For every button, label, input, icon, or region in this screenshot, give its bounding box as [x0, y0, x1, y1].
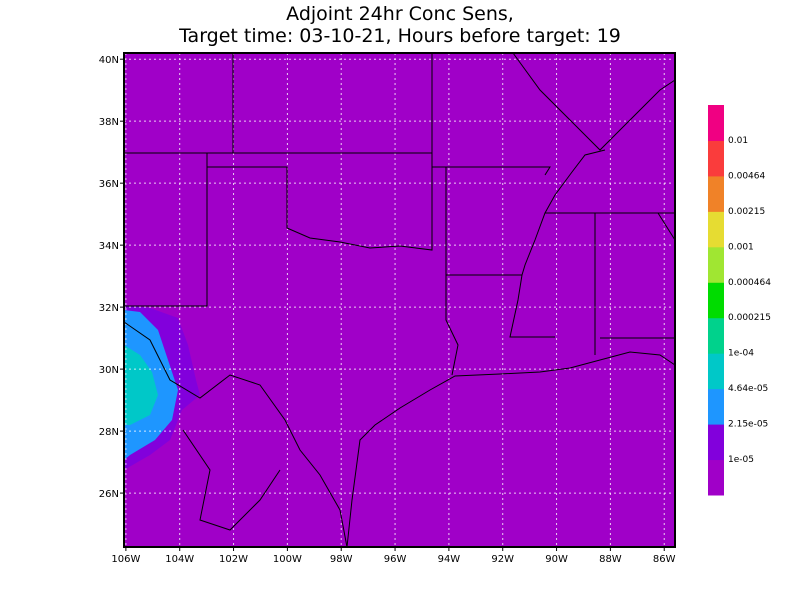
colorbar-swatch [708, 317, 724, 354]
x-tick-label: 106W [111, 554, 140, 565]
map-background [124, 53, 675, 547]
grid [124, 53, 675, 547]
colorbar-swatch [708, 282, 724, 319]
colorbar-label: 0.01 [728, 136, 748, 146]
colorbar-swatch [708, 388, 724, 425]
colorbar-label: 0.000215 [728, 313, 771, 323]
colorbar-swatch [708, 175, 724, 212]
colorbar-swatch [708, 211, 724, 248]
colorbar-swatch [708, 105, 724, 141]
x-tick-label: 88W [599, 554, 622, 565]
colorbar-swatch [708, 424, 724, 461]
colorbar-label: 2.15e-05 [728, 420, 768, 430]
y-tick-label: 26N [99, 489, 119, 500]
sensitivity-field [124, 305, 200, 470]
colorbar: 1e-05 2.15e-05 4.64e-05 1e-04 0.000215 0.0004… [708, 105, 771, 496]
x-tick-label: 90W [545, 554, 568, 565]
y-tick-label: 32N [99, 303, 119, 314]
chart-title: Adjoint 24hr Conc Sens, [286, 3, 514, 25]
colorbar-swatch [708, 353, 724, 390]
colorbar-label: 0.00215 [728, 207, 765, 217]
y-tick-label: 30N [99, 365, 119, 376]
colorbar-label: 1e-05 [728, 455, 754, 465]
x-tick-label: 100W [273, 554, 302, 565]
colorbar-label: 1e-04 [728, 349, 754, 359]
y-tick-label: 38N [99, 117, 119, 128]
x-tick-label: 96W [384, 554, 407, 565]
y-tick-label: 28N [99, 427, 119, 438]
political-borders [123, 52, 676, 548]
map-frame [123, 52, 676, 548]
x-tick-label: 92W [491, 554, 514, 565]
colorbar-swatch [708, 246, 724, 283]
chart-subtitle: Target time: 03-10-21, Hours before targ… [178, 25, 621, 47]
y-tick-label: 34N [99, 241, 119, 252]
y-tick-label: 36N [99, 179, 119, 190]
colorbar-label: 0.00464 [728, 171, 765, 181]
x-tick-label: 98W [330, 554, 353, 565]
x-tick-label: 86W [653, 554, 676, 565]
x-tick-label: 104W [165, 554, 194, 565]
colorbar-swatch [708, 140, 724, 177]
colorbar-label: 4.64e-05 [728, 384, 768, 394]
y-tick-label: 40N [99, 55, 119, 66]
colorbar-label: 0.000464 [728, 278, 771, 288]
x-tick-label: 94W [438, 554, 461, 565]
x-tick-label: 102W [219, 554, 248, 565]
colorbar-label: 0.001 [728, 242, 754, 252]
colorbar-swatch [708, 459, 724, 496]
